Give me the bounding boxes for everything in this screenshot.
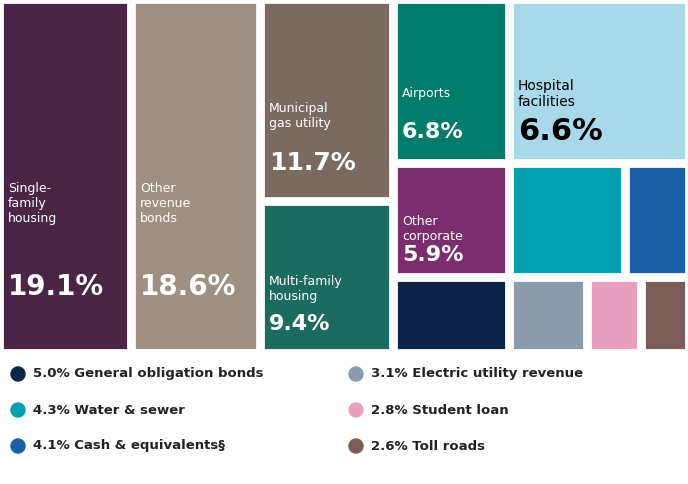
Text: 6.6%: 6.6%: [518, 117, 603, 146]
Text: 11.7%: 11.7%: [269, 151, 356, 175]
Bar: [134, 2, 257, 350]
Circle shape: [11, 367, 25, 381]
Text: Municipal
gas utility: Municipal gas utility: [269, 102, 331, 130]
Text: Airports: Airports: [402, 87, 451, 100]
Bar: [2, 2, 128, 350]
Text: Hospital
facilities: Hospital facilities: [518, 78, 576, 109]
Text: 5.9%: 5.9%: [402, 244, 464, 265]
Bar: [396, 166, 506, 274]
Circle shape: [349, 439, 363, 453]
Bar: [512, 280, 584, 350]
Text: 5.0% General obligation bonds: 5.0% General obligation bonds: [33, 367, 264, 380]
Text: Other
corporate: Other corporate: [402, 214, 463, 242]
Text: 9.4%: 9.4%: [269, 314, 330, 334]
Text: Single-
family
housing: Single- family housing: [8, 182, 57, 226]
Text: 19.1%: 19.1%: [8, 273, 104, 302]
Bar: [512, 166, 622, 274]
Text: 6.8%: 6.8%: [402, 121, 464, 141]
Circle shape: [11, 403, 25, 417]
Text: 2.6% Toll roads: 2.6% Toll roads: [371, 439, 485, 453]
Text: 18.6%: 18.6%: [140, 273, 237, 302]
Bar: [396, 280, 506, 350]
Text: Multi-family
housing: Multi-family housing: [269, 275, 343, 302]
Bar: [263, 2, 390, 198]
Bar: [644, 280, 686, 350]
Circle shape: [349, 403, 363, 417]
Bar: [396, 2, 506, 160]
Text: Other
revenue
bonds: Other revenue bonds: [140, 182, 191, 226]
Bar: [590, 280, 638, 350]
Text: 4.1% Cash & equivalents§: 4.1% Cash & equivalents§: [33, 439, 225, 453]
Text: 3.1% Electric utility revenue: 3.1% Electric utility revenue: [371, 367, 583, 380]
Text: 2.8% Student loan: 2.8% Student loan: [371, 404, 508, 417]
Bar: [628, 166, 686, 274]
Bar: [263, 204, 390, 350]
Circle shape: [349, 367, 363, 381]
Bar: [512, 2, 686, 160]
Circle shape: [11, 439, 25, 453]
Text: 4.3% Water & sewer: 4.3% Water & sewer: [33, 404, 185, 417]
